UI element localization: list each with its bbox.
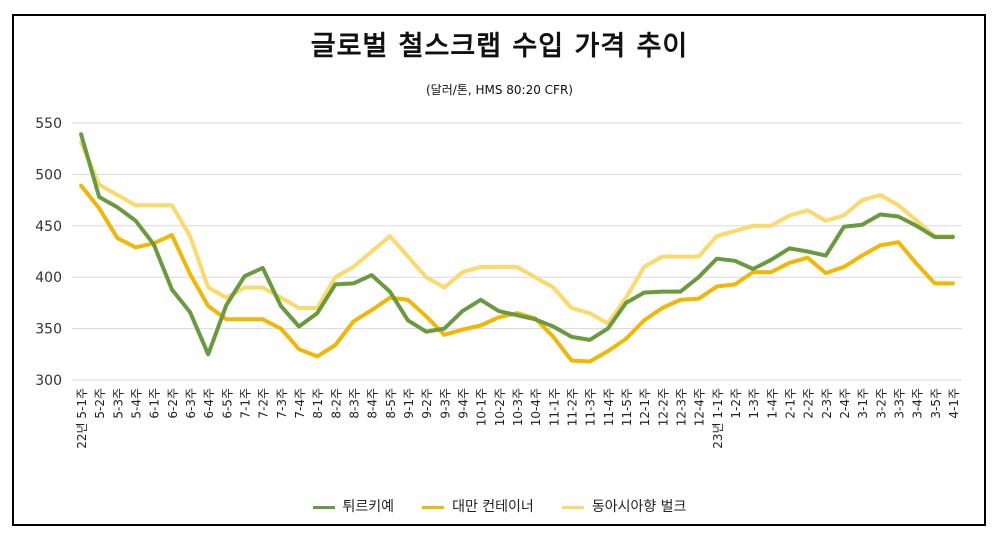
legend-label: 대만 컨테이너	[452, 499, 534, 515]
x-tick-label: 4-1주	[947, 388, 961, 419]
x-tick-label: 22년 5-1주	[75, 388, 89, 449]
x-tick-label: 6-4주	[202, 388, 216, 419]
x-tick-label: 7-1주	[239, 388, 253, 419]
x-tick-label: 12-2주	[656, 388, 670, 426]
gridlines	[72, 122, 962, 381]
x-tick-label: 10-1주	[475, 388, 489, 426]
legend-label: 동아시아향 벌크	[591, 499, 687, 515]
x-tick-label: 12-3주	[674, 388, 688, 426]
x-tick-label: 7-3주	[275, 388, 289, 419]
chart-subtitle: (달러/톤, HMS 80:20 CFR)	[426, 83, 573, 97]
x-tick-label: 7-2주	[257, 388, 271, 419]
x-tick-label: 3-2주	[874, 388, 888, 419]
x-tick-label: 3-3주	[892, 388, 906, 419]
x-tick-label: 5-4주	[130, 388, 144, 419]
y-tick-label: 350	[35, 322, 62, 338]
y-tick-label: 300	[35, 373, 62, 389]
x-tick-label: 11-3주	[584, 388, 598, 426]
x-tick-label: 10-3주	[511, 388, 525, 426]
x-tick-label: 6-1주	[148, 388, 162, 419]
y-tick-label: 500	[35, 167, 62, 183]
legend-label: 튀르키예	[342, 499, 395, 515]
x-tick-label: 10-2주	[493, 388, 507, 426]
plot-area	[79, 132, 955, 364]
x-tick-label: 5-2주	[93, 388, 107, 419]
x-tick-label: 1-2주	[729, 388, 743, 419]
x-tick-label: 3-4주	[911, 388, 925, 419]
legend-item: 튀르키예	[312, 496, 395, 516]
x-tick-label: 6-5주	[220, 388, 234, 419]
x-tick-label: 1-3주	[747, 388, 761, 419]
x-tick-label: 8-1주	[311, 388, 325, 419]
y-tick-label: 550	[35, 116, 62, 132]
legend-swatch	[312, 505, 335, 509]
x-tick-label: 5-3주	[111, 388, 125, 419]
series-line	[79, 132, 955, 357]
x-tick-label: 11-5주	[620, 388, 634, 426]
x-tick-label: 8-5주	[384, 388, 398, 419]
x-tick-label: 9-4주	[457, 388, 471, 419]
legend-item: 대만 컨테이너	[422, 496, 534, 516]
x-tick-label: 9-1주	[402, 388, 416, 419]
chart-title: 글로벌 철스크랩 수입 가격 추이	[310, 31, 689, 62]
x-tick-label: 8-2주	[329, 388, 343, 419]
x-tick-label: 12-4주	[693, 388, 707, 426]
y-axis: 300 350 400 450 500 550	[35, 116, 62, 389]
x-tick-label: 6-3주	[184, 388, 198, 419]
x-tick-label: 9-2주	[420, 388, 434, 419]
legend-item: 동아시아향 벌크	[561, 496, 687, 516]
y-tick-label: 400	[35, 270, 62, 286]
series-line	[79, 183, 955, 364]
x-tick-label: 2-4주	[838, 388, 852, 419]
x-tick-label: 8-4주	[366, 388, 380, 419]
y-tick-label: 450	[35, 219, 62, 235]
x-tick-label: 9-3주	[438, 388, 452, 419]
series-line	[79, 140, 955, 326]
x-axis: 22년 5-1주 5-2주 5-3주 5-4주 6-1주 6-2주 6-3주 6-4주 6-5주…	[75, 388, 961, 449]
x-tick-label: 12-1주	[638, 388, 652, 426]
legend-swatch	[422, 505, 445, 509]
x-tick-label: 2-3주	[820, 388, 834, 419]
legend: 튀르키예 대만 컨테이너 동아시아향 벌크	[0, 496, 999, 516]
x-tick-label: 11-2주	[565, 388, 579, 426]
x-tick-label: 11-1주	[547, 388, 561, 426]
x-tick-label: 1-4주	[765, 388, 779, 419]
x-tick-label: 10-4주	[529, 388, 543, 426]
legend-swatch	[561, 505, 584, 509]
x-tick-label: 7-4주	[293, 388, 307, 419]
x-tick-label: 3-1주	[856, 388, 870, 419]
x-tick-label: 3-5주	[929, 388, 943, 419]
x-tick-label: 8-3주	[348, 388, 362, 419]
x-tick-label: 6-2주	[166, 388, 180, 419]
x-tick-label: 2-2주	[802, 388, 816, 419]
x-tick-label: 23년 1-1주	[711, 388, 725, 449]
x-tick-label: 2-1주	[783, 388, 797, 419]
x-tick-label: 11-4주	[602, 388, 616, 426]
